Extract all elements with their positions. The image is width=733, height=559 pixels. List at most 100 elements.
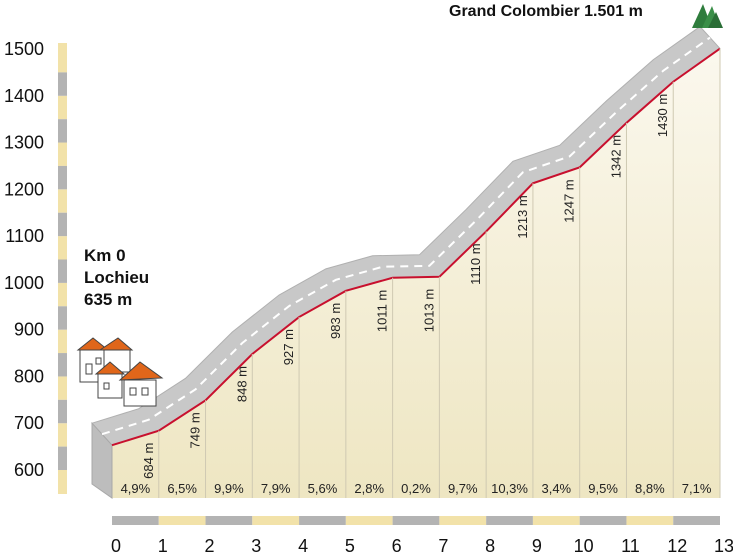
mountain-trees-icon — [692, 4, 723, 28]
altitude-label: 1011 m — [375, 290, 390, 332]
altitude-label: 1342 m — [608, 135, 623, 178]
x-scale-segment — [392, 516, 440, 525]
y-tick-label: 600 — [14, 460, 44, 480]
profile-area-fill — [112, 48, 720, 498]
y-tick-label: 800 — [14, 366, 44, 386]
start-km-label: Km 0 — [84, 246, 126, 265]
y-scale-segment — [58, 306, 67, 330]
y-scale-segment — [58, 212, 67, 237]
gradient-label: 8,8% — [635, 481, 665, 496]
gradient-label: 0,2% — [401, 481, 431, 496]
y-scale-segment — [58, 353, 67, 377]
y-tick-label: 1000 — [4, 273, 44, 293]
x-tick-label: 4 — [298, 536, 308, 556]
x-tick-label: 1 — [158, 536, 168, 556]
y-tick-label: 1100 — [5, 226, 44, 246]
y-scale-segment — [58, 399, 67, 424]
y-scale-segment — [58, 470, 67, 494]
y-scale-segment — [58, 119, 67, 143]
x-scale-segment — [626, 516, 674, 525]
y-scale-segment — [58, 329, 67, 354]
altitude-label: 848 m — [234, 366, 249, 402]
altitude-label: 684 m — [141, 443, 156, 479]
altitude-label: 1013 m — [421, 289, 436, 332]
gradient-label: 3,4% — [541, 481, 571, 496]
x-scale-bar — [112, 516, 720, 525]
altitude-label: 1213 m — [515, 195, 530, 238]
y-tick-label: 1200 — [4, 179, 44, 199]
x-scale-segment — [579, 516, 627, 525]
x-scale-segment — [439, 516, 487, 525]
x-scale-segment — [486, 516, 533, 525]
y-scale-segment — [58, 142, 67, 166]
x-tick-label: 0 — [111, 536, 121, 556]
x-scale-segment — [112, 516, 159, 525]
gradient-label: 6,5% — [167, 481, 197, 496]
x-tick-label: 9 — [532, 536, 542, 556]
x-tick-label: 6 — [392, 536, 402, 556]
x-scale-segment — [252, 516, 300, 525]
x-tick-label: 11 — [621, 536, 640, 556]
y-scale-segment — [58, 43, 67, 49]
x-axis-ticks: 0 1 2 3 4 5 6 7 8 9 10 11 12 13 — [111, 536, 733, 556]
x-scale-segment — [673, 516, 720, 525]
x-scale-segment — [299, 516, 346, 525]
gradient-label: 5,6% — [308, 481, 338, 496]
village-houses-icon — [76, 337, 164, 407]
altitude-label: 1430 m — [655, 94, 670, 137]
profile-area — [112, 48, 720, 498]
y-tick-label: 1400 — [4, 86, 44, 106]
gradient-label: 2,8% — [354, 481, 384, 496]
y-tick-label: 1300 — [4, 133, 44, 153]
y-scale-segment — [58, 376, 67, 400]
start-info: Km 0 Lochieu 635 m — [84, 245, 149, 311]
x-tick-label: 12 — [667, 536, 687, 556]
summit-title: Grand Colombier 1.501 m — [449, 3, 643, 20]
altitude-label: 927 m — [281, 329, 296, 365]
altitude-label: 1247 m — [562, 179, 577, 222]
start-altitude: 635 m — [84, 290, 133, 309]
y-scale-segment — [58, 446, 67, 470]
x-tick-label: 8 — [485, 536, 495, 556]
y-scale-segment — [58, 49, 67, 73]
x-scale-segment — [205, 516, 253, 525]
x-tick-label: 13 — [714, 536, 733, 556]
start-place: Lochieu — [84, 268, 150, 287]
gradient-labels: 4,9% 6,5% 9,9% 7,9% 5,6% 2,8% 0,2% 9,7% 10,3% 3,4… — [121, 481, 712, 496]
y-tick-label: 900 — [14, 320, 44, 340]
gradient-label: 9,5% — [588, 481, 618, 496]
x-scale-segment — [345, 516, 393, 525]
profile-line — [111, 47, 721, 447]
y-scale-segment — [58, 72, 67, 96]
x-tick-label: 5 — [345, 536, 355, 556]
y-scale-segment — [58, 165, 67, 190]
gradient-label: 7,1% — [682, 481, 712, 496]
y-tick-label: 700 — [14, 413, 44, 433]
road-center-dash — [101, 36, 711, 436]
y-scale-segment — [58, 259, 67, 283]
y-tick-label: 1500 — [4, 39, 44, 59]
x-scale-segment — [158, 516, 206, 525]
x-tick-label: 7 — [438, 536, 448, 556]
gradient-label: 4,9% — [121, 481, 151, 496]
y-scale-segment — [58, 95, 67, 120]
altitude-label: 1110 m — [468, 243, 483, 284]
y-scale-segment — [58, 423, 67, 447]
gradient-label: 9,9% — [214, 481, 244, 496]
y-scale-segment — [58, 282, 67, 307]
altitude-label: 983 m — [328, 303, 343, 339]
x-scale-segment — [532, 516, 580, 525]
x-tick-label: 2 — [205, 536, 215, 556]
y-axis-ticks: 600 700 800 900 1000 1100 1200 1300 1400 1500 — [4, 39, 44, 480]
profile-line-layer — [111, 47, 721, 447]
y-scale-segment — [58, 236, 67, 260]
km-gridlines — [158, 48, 721, 498]
y-scale-bar — [58, 43, 67, 494]
altitude-labels: 684 m 749 m 848 m 927 m 983 m 1011 m 1013 m 111… — [141, 94, 670, 479]
gradient-label: 7,9% — [261, 481, 291, 496]
altitude-label: 749 m — [188, 412, 203, 448]
road-band-edge — [91, 421, 113, 499]
x-tick-label: 10 — [574, 536, 594, 556]
x-tick-label: 3 — [251, 536, 261, 556]
